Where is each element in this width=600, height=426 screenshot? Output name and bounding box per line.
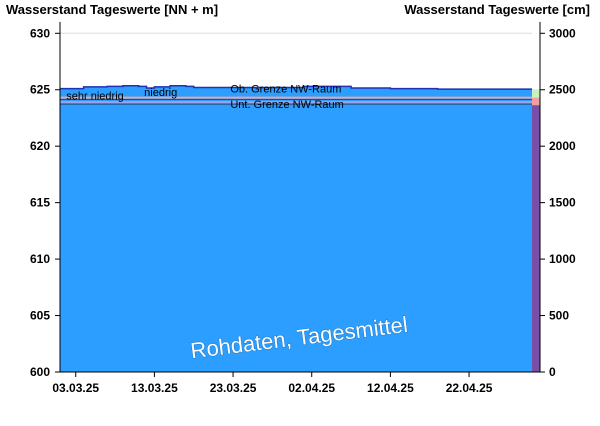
threshold-label: Ob. Grenze NW-Raum xyxy=(230,84,341,96)
annotations: Ob. Grenze NW-Raum Unt. Grenze NW-Raum seh… xyxy=(66,84,344,112)
x-tick-label: 02.04.25 xyxy=(288,381,335,395)
right-tick-label: 0 xyxy=(549,365,556,379)
axes: 600 605 610 615 620 625 630 0 500 1000 1500 2000 250… xyxy=(30,22,576,395)
left-axis-title: Wasserstand Tageswerte [NN + m] xyxy=(6,2,218,17)
x-tick-label: 23.03.25 xyxy=(210,381,257,395)
side-scale-bar xyxy=(532,89,540,373)
thresholds xyxy=(60,96,532,105)
right-tick-label: 1500 xyxy=(549,196,576,210)
left-tick-label: 625 xyxy=(30,83,50,97)
side-bar-low xyxy=(532,97,540,106)
left-tick-label: 615 xyxy=(30,196,50,210)
x-tick-label: 03.03.25 xyxy=(52,381,99,395)
right-tick-label: 2000 xyxy=(549,139,576,153)
right-tick-label: 3000 xyxy=(549,26,576,40)
x-tick-label: 13.03.25 xyxy=(131,381,178,395)
left-tick-label: 620 xyxy=(30,139,50,153)
left-tick-label: 605 xyxy=(30,309,50,323)
right-tick-label: 2500 xyxy=(549,83,576,97)
data-area xyxy=(60,85,532,373)
side-bar-base xyxy=(532,105,540,373)
right-tick-label: 1000 xyxy=(549,252,576,266)
side-bar-normal xyxy=(532,89,540,98)
right-axis-title: Wasserstand Tageswerte [cm] xyxy=(404,2,590,17)
left-tick-label: 610 xyxy=(30,252,50,266)
level-area xyxy=(60,85,532,373)
level-line xyxy=(60,85,532,90)
left-tick-label: 630 xyxy=(30,26,50,40)
threshold-label: Unt. Grenze NW-Raum xyxy=(230,99,343,111)
zone-label: niedrig xyxy=(144,87,177,99)
right-tick-label: 500 xyxy=(549,309,569,323)
zone-label: sehr niedrig xyxy=(66,90,123,102)
x-tick-label: 12.04.25 xyxy=(367,381,414,395)
left-tick-label: 600 xyxy=(30,365,50,379)
x-tick-label: 22.04.25 xyxy=(446,381,493,395)
